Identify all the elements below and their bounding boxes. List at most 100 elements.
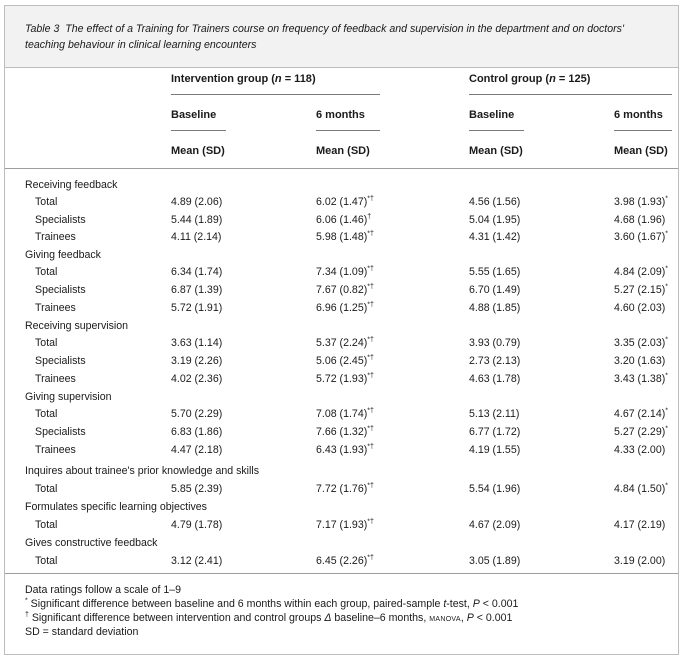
cell-c2: 5.72 (1.93)*†	[316, 372, 374, 385]
section-header-row: Giving feedback	[5, 249, 678, 267]
intervention-group-rule	[171, 94, 380, 95]
cell-c1: 5.85 (2.39)	[171, 483, 223, 495]
cell-c2: 7.17 (1.93)*†	[316, 518, 374, 531]
significance-mark: *†	[367, 195, 374, 203]
cell-c2: 5.37 (2.24)*†	[316, 336, 374, 349]
row-label: Total	[35, 266, 58, 278]
row-label: Trainees	[35, 302, 76, 314]
cell-c3: 5.04 (1.95)	[469, 214, 521, 226]
table-row: Total 4.89 (2.06) 6.02 (1.47)*† 4.56 (1.56)…	[5, 195, 678, 214]
caption-label: Table 3	[25, 23, 60, 35]
section-header-row: Receiving supervision	[5, 320, 678, 338]
cell-c4: 3.60 (1.67)*	[614, 230, 668, 243]
section-label: Gives constructive feedback	[25, 537, 158, 549]
footnote-dagger: † Significant difference between interve…	[25, 611, 513, 624]
significance-mark: *†	[367, 443, 374, 451]
table-row: Total 5.70 (2.29) 7.08 (1.74)*† 5.13 (2.11)…	[5, 407, 678, 426]
control-group-rule	[469, 94, 672, 95]
table-row: Specialists 6.87 (1.39) 7.67 (0.82)*† 6.70 …	[5, 283, 678, 302]
cell-c1: 4.02 (2.36)	[171, 373, 223, 385]
cell-c1: 4.89 (2.06)	[171, 196, 223, 208]
cell-c3: 4.88 (1.85)	[469, 302, 521, 314]
cell-c2: 7.08 (1.74)*†	[316, 407, 374, 420]
control-baseline-meansd: Mean (SD)	[469, 145, 523, 157]
significance-mark: *	[665, 336, 668, 344]
cell-c4: 3.19 (2.00)	[614, 555, 666, 567]
row-label: Total	[35, 555, 58, 567]
intervention-6months-header: 6 months	[316, 109, 365, 121]
significance-mark: *†	[367, 554, 374, 562]
row-label: Specialists	[35, 214, 86, 226]
table-row: Total 3.12 (2.41) 6.45 (2.26)*† 3.05 (1.89)…	[5, 554, 678, 573]
cell-c2: 6.43 (1.93)*†	[316, 443, 374, 456]
table-row: Specialists 6.83 (1.86) 7.66 (1.32)*† 6.77 …	[5, 425, 678, 444]
table-caption: Table 3 The effect of a Training for Tra…	[25, 21, 665, 53]
table-row: Trainees 4.47 (2.18) 6.43 (1.93)*† 4.19 (1.…	[5, 443, 678, 462]
cell-c4: 3.20 (1.63)	[614, 355, 666, 367]
row-label: Trainees	[35, 373, 76, 385]
cell-c4: 4.17 (2.19)	[614, 519, 666, 531]
cell-c4: 4.67 (2.14)*	[614, 407, 668, 420]
control-6months-header: 6 months	[614, 109, 663, 121]
intervention-baseline-header: Baseline	[171, 109, 217, 121]
footnote-scale: Data ratings follow a scale of 1–9	[25, 584, 182, 596]
section-label: Formulates specific learning objectives	[25, 501, 207, 513]
cell-c3: 4.63 (1.78)	[469, 373, 521, 385]
significance-mark: *†	[367, 301, 374, 309]
row-label: Specialists	[35, 284, 86, 296]
significance-mark: †	[367, 213, 372, 221]
cell-c4: 3.35 (2.03)*	[614, 336, 668, 349]
significance-mark: *†	[367, 265, 374, 273]
cell-c2: 6.45 (2.26)*†	[316, 554, 374, 567]
section-header-row: Giving supervision	[5, 391, 678, 409]
row-label: Total	[35, 483, 58, 495]
cell-c2: 6.96 (1.25)*†	[316, 301, 374, 314]
table-row: Trainees 4.02 (2.36) 5.72 (1.93)*† 4.63 (1.…	[5, 372, 678, 391]
table-row: Trainees 4.11 (2.14) 5.98 (1.48)*† 4.31 (1.…	[5, 230, 678, 249]
cell-c1: 6.83 (1.86)	[171, 426, 223, 438]
cell-c4: 5.27 (2.29)*	[614, 425, 668, 438]
row-label: Total	[35, 196, 58, 208]
cell-c3: 6.70 (1.49)	[469, 284, 521, 296]
table-row: Specialists 5.44 (1.89) 6.06 (1.46)† 5.04 (…	[5, 213, 678, 232]
intervention-baseline-meansd: Mean (SD)	[171, 145, 225, 157]
cell-c3: 5.13 (2.11)	[469, 408, 520, 420]
section-label: Receiving feedback	[25, 179, 118, 191]
significance-mark: *†	[367, 372, 374, 380]
intervention-6months-rule	[316, 130, 380, 131]
control-baseline-header: Baseline	[469, 109, 515, 121]
significance-mark: *	[665, 407, 668, 415]
cell-c2: 7.72 (1.76)*†	[316, 482, 374, 495]
table-row: Total 3.63 (1.14) 5.37 (2.24)*† 3.93 (0.79)…	[5, 336, 678, 355]
significance-mark: *†	[367, 336, 374, 344]
control-baseline-rule	[469, 130, 524, 131]
significance-mark: *	[665, 283, 668, 291]
cell-c4: 3.98 (1.93)*	[614, 195, 668, 208]
cell-c1: 4.47 (2.18)	[171, 444, 223, 456]
significance-mark: *†	[367, 482, 374, 490]
cell-c3: 4.31 (1.42)	[469, 231, 521, 243]
cell-c3: 2.73 (2.13)	[469, 355, 521, 367]
cell-c4: 3.43 (1.38)*	[614, 372, 668, 385]
section-label: Giving supervision	[25, 391, 112, 403]
cell-c1: 3.12 (2.41)	[171, 555, 223, 567]
significance-mark: *†	[367, 425, 374, 433]
intervention-6months-meansd: Mean (SD)	[316, 145, 370, 157]
row-label: Specialists	[35, 426, 86, 438]
section-label: Giving feedback	[25, 249, 101, 261]
cell-c3: 4.56 (1.56)	[469, 196, 521, 208]
cell-c4: 4.84 (2.09)*	[614, 265, 668, 278]
cell-c1: 5.72 (1.91)	[171, 302, 223, 314]
section-header-row: Receiving feedback	[5, 179, 678, 197]
cell-c2: 5.98 (1.48)*†	[316, 230, 374, 243]
cell-c3: 4.19 (1.55)	[469, 444, 521, 456]
section-label: Inquires about trainee's prior knowledge…	[25, 465, 260, 477]
cell-c1: 5.44 (1.89)	[171, 214, 223, 226]
cell-c3: 3.93 (0.79)	[469, 337, 521, 349]
cell-c4: 4.68 (1.96)	[614, 214, 666, 226]
significance-mark: *†	[367, 283, 374, 291]
footnote-separator	[5, 573, 678, 574]
section-header-row: Inquires about trainee's prior knowledge…	[5, 465, 678, 483]
cell-c4: 5.27 (2.15)*	[614, 283, 668, 296]
significance-mark: *	[665, 425, 668, 433]
